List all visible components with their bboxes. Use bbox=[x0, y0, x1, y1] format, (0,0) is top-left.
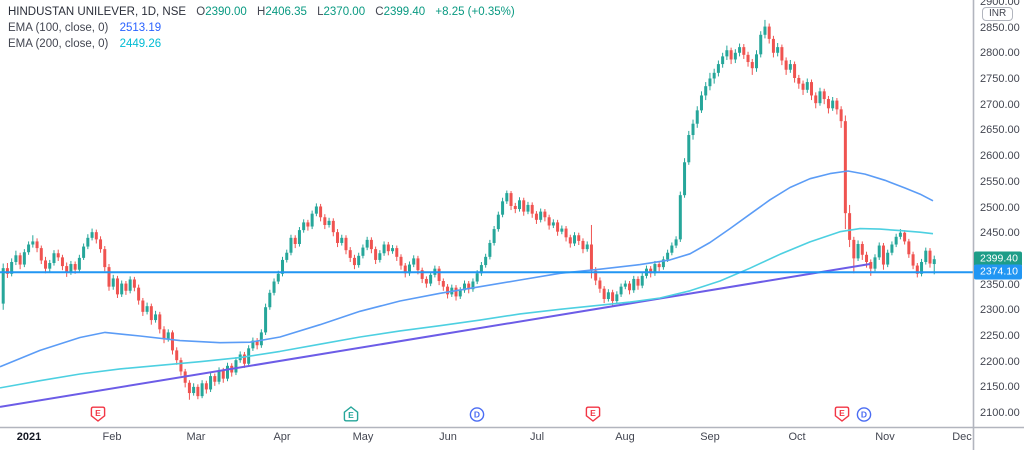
trendline bbox=[0, 263, 871, 408]
dividend-marker[interactable]: D bbox=[856, 405, 872, 424]
open-label: O bbox=[196, 6, 206, 18]
price-tick-label: 2850.00 bbox=[980, 21, 1020, 34]
price-axis[interactable]: INR 2900.00 2850.00 2800.00 2750.00 2700.00 2… bbox=[973, 0, 1024, 427]
dividend-marker[interactable]: D bbox=[469, 405, 485, 424]
svg-text:E: E bbox=[348, 410, 354, 420]
time-label-month: Jun bbox=[439, 431, 457, 443]
high-value: 2406.35 bbox=[265, 6, 307, 18]
time-label-year: 2021 bbox=[16, 431, 42, 443]
price-tick-label: 2100.00 bbox=[980, 407, 1020, 420]
ema100-label: EMA (100, close, 0) bbox=[8, 22, 109, 34]
time-axis[interactable]: 2021 Feb Mar Apr May Jun Jul Aug Sep Oct Nov Dec bbox=[0, 427, 1024, 450]
indicator-lines-layer bbox=[0, 170, 973, 408]
time-label-month: Apr bbox=[273, 431, 291, 443]
time-label-month: May bbox=[352, 431, 374, 443]
ema200-label: EMA (200, close, 0) bbox=[8, 38, 109, 50]
ema100-value: 2513.19 bbox=[119, 22, 162, 34]
price-tick-label: 2600.00 bbox=[980, 150, 1020, 163]
time-label-month: Mar bbox=[186, 431, 206, 443]
price-tick-label: 2700.00 bbox=[980, 98, 1020, 111]
ema200-value: 2449.26 bbox=[119, 38, 162, 50]
currency-badge: INR bbox=[982, 7, 1014, 21]
high-label: H bbox=[257, 6, 266, 18]
earnings-up-marker[interactable]: E bbox=[343, 405, 359, 424]
last-price-badge: 2399.40 bbox=[974, 251, 1022, 267]
close-label: C bbox=[375, 6, 384, 18]
earnings-down-marker[interactable]: E bbox=[834, 405, 850, 424]
low-value: 2370.00 bbox=[323, 6, 366, 18]
price-tick-label: 2750.00 bbox=[980, 73, 1020, 85]
earnings-down-marker[interactable]: E bbox=[90, 405, 106, 424]
price-tick-label: 2450.00 bbox=[980, 227, 1020, 240]
low-label: L bbox=[317, 6, 324, 18]
time-label-month: Aug bbox=[615, 431, 635, 443]
candles-layer bbox=[1, 19, 936, 400]
svg-text:E: E bbox=[590, 408, 596, 418]
svg-text:E: E bbox=[95, 408, 101, 418]
ema200-line bbox=[0, 227, 934, 389]
svg-text:D: D bbox=[861, 409, 867, 419]
price-tick-label: 2300.00 bbox=[980, 304, 1020, 317]
time-label-month: Jul bbox=[529, 431, 545, 443]
price-tick-label: 2350.00 bbox=[980, 278, 1020, 291]
svg-text:E: E bbox=[839, 408, 845, 418]
time-label-month: Oct bbox=[788, 431, 806, 443]
price-tick-label: 2650.00 bbox=[980, 124, 1020, 137]
time-label-month: Feb bbox=[102, 431, 122, 443]
change-value: +8.25 (+0.35%) bbox=[435, 6, 515, 18]
indicator-row-ema100[interactable]: EMA (100, close, 0) 2513.19 bbox=[8, 20, 515, 36]
price-tick-label: 2200.00 bbox=[980, 355, 1020, 368]
price-tick-label: 2800.00 bbox=[980, 47, 1020, 60]
time-label-month: Dec bbox=[952, 431, 972, 443]
price-tick-label: 2250.00 bbox=[980, 330, 1020, 342]
price-line-badge: 2374.10 bbox=[974, 264, 1022, 280]
time-label-month: Sep bbox=[700, 431, 720, 443]
indicator-row-ema200[interactable]: EMA (200, close, 0) 2449.26 bbox=[8, 36, 515, 52]
symbol-row[interactable]: HINDUSTAN UNILEVER, 1D, NSE O2390.00 H24… bbox=[8, 4, 515, 20]
legend: HINDUSTAN UNILEVER, 1D, NSE O2390.00 H24… bbox=[8, 4, 515, 52]
ema100-line bbox=[0, 170, 934, 368]
time-label-month: Nov bbox=[875, 431, 895, 443]
symbol-title: HINDUSTAN UNILEVER, 1D, NSE bbox=[8, 6, 187, 18]
price-tick-label: 2900.00 bbox=[980, 0, 1020, 8]
svg-text:D: D bbox=[474, 409, 480, 419]
earnings-down-marker[interactable]: E bbox=[585, 405, 601, 424]
close-value: 2399.40 bbox=[383, 6, 426, 18]
price-tick-label: 2500.00 bbox=[980, 201, 1020, 214]
price-tick-label: 2150.00 bbox=[980, 381, 1020, 394]
open-value: 2390.00 bbox=[205, 6, 247, 18]
price-tick-label: 2550.00 bbox=[980, 175, 1020, 188]
